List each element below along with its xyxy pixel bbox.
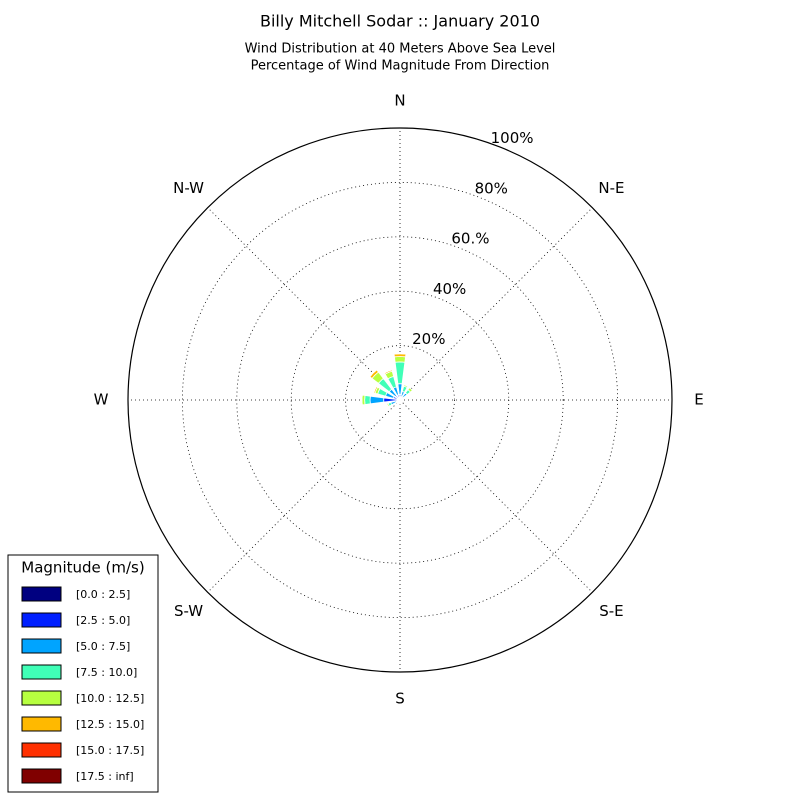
wedge — [384, 369, 392, 374]
radial-grid — [345, 345, 455, 455]
legend-label: [0.0 : 2.5] — [76, 588, 130, 601]
wedge — [396, 402, 398, 404]
outer-ring — [127, 127, 673, 673]
direction-label: S — [395, 690, 405, 708]
r-tick-label: 80% — [475, 179, 508, 197]
r-tick-label: 20% — [412, 330, 445, 348]
legend-title: Magnitude (m/s) — [21, 559, 144, 577]
legend-swatch — [21, 690, 62, 706]
legend-swatch — [21, 664, 62, 680]
wedge — [397, 383, 403, 396]
angle-grid — [399, 399, 593, 593]
wedge — [369, 395, 385, 405]
wedge — [394, 361, 406, 385]
legend-swatch — [21, 768, 62, 784]
legend-label: [5.0 : 7.5] — [76, 640, 130, 653]
angle-grid — [399, 207, 593, 401]
legend-label: [17.5 : inf] — [76, 770, 134, 783]
direction-label: N-W — [173, 179, 204, 197]
direction-label: E — [694, 391, 703, 409]
radial-grid — [181, 181, 619, 619]
wedge — [409, 387, 413, 391]
direction-label: N — [394, 92, 405, 110]
legend-label: [12.5 : 15.0] — [76, 718, 144, 731]
wedge — [364, 395, 371, 405]
chart-subtitle: Percentage of Wind Magnitude From Direct… — [251, 59, 550, 74]
angle-grid — [207, 207, 401, 401]
radial-grid — [290, 290, 510, 510]
legend-swatch — [21, 716, 62, 732]
chart-title: Billy Mitchell Sodar :: January 2010 — [260, 12, 540, 31]
chart-subtitle: Wind Distribution at 40 Meters Above Sea… — [245, 42, 556, 57]
direction-label: S-W — [174, 602, 203, 620]
legend-label: [15.0 : 17.5] — [76, 744, 144, 757]
legend-label: [2.5 : 5.0] — [76, 614, 130, 627]
direction-label: N-E — [598, 179, 624, 197]
legend-swatch — [21, 638, 62, 654]
angle-grid — [207, 399, 401, 593]
wedge — [404, 384, 409, 387]
r-tick-label: 40% — [433, 280, 466, 298]
r-tick-label: 100% — [491, 129, 534, 147]
legend-swatch — [21, 586, 62, 602]
direction-label: W — [94, 391, 109, 409]
legend-label: [7.5 : 10.0] — [76, 666, 137, 679]
radial-grid — [236, 236, 564, 564]
legend-label: [10.0 : 12.5] — [76, 692, 144, 705]
legend-swatch — [21, 742, 62, 758]
r-tick-label: 60.% — [451, 230, 489, 248]
legend-swatch — [21, 612, 62, 628]
wedge — [386, 403, 389, 407]
direction-label: S-E — [599, 602, 623, 620]
wedge — [394, 356, 406, 363]
